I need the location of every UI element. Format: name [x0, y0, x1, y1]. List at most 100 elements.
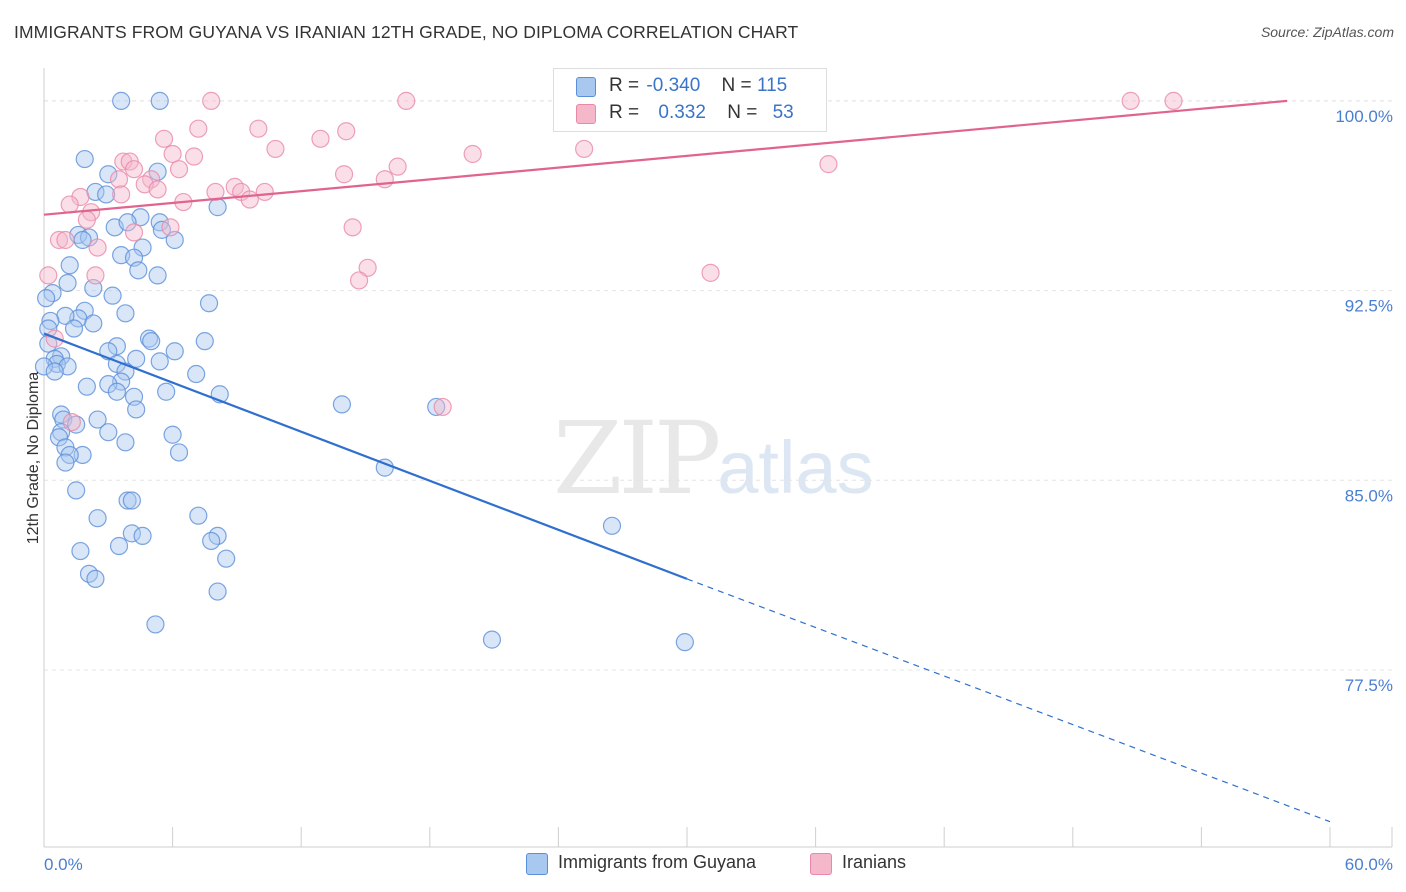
iranians-point	[249, 119, 268, 138]
guyana-point	[163, 425, 182, 444]
iranians-point	[397, 91, 416, 110]
guyana-point	[142, 332, 161, 351]
iranians-point	[112, 185, 131, 204]
guyana-point	[73, 230, 92, 250]
iranians-point	[575, 139, 594, 159]
guyana-point	[157, 382, 176, 401]
iranians-point	[148, 180, 167, 199]
chart-title: IMMIGRANTS FROM GUYANA VS IRANIAN 12TH G…	[14, 22, 799, 42]
guyana-point	[199, 294, 219, 313]
legend-r-label: R =	[609, 102, 640, 123]
guyana-point	[208, 582, 227, 601]
guyana-point	[112, 91, 131, 110]
guyana-point	[165, 342, 184, 361]
watermark-atlas: atlas	[717, 426, 874, 509]
legend-n-value: 115	[756, 75, 788, 96]
guyana-point	[88, 509, 107, 528]
guyana-point	[482, 630, 502, 649]
iranians-point	[1164, 91, 1183, 110]
guyana-point	[84, 314, 103, 333]
guyana-point	[60, 256, 79, 275]
iranians-point	[62, 412, 81, 432]
iranians-point	[334, 165, 354, 184]
watermark: ZIPatlas	[553, 400, 874, 517]
guyana-point	[133, 526, 152, 546]
guyana-point	[56, 453, 75, 472]
iranians-point	[56, 230, 75, 250]
y-tick-label: 92.5%	[1345, 297, 1393, 316]
guyana-point	[150, 352, 169, 371]
legend-swatch-guyana	[576, 77, 596, 97]
guyana-point	[103, 286, 122, 305]
iranians-point	[255, 182, 274, 202]
iranians-point	[463, 144, 482, 164]
guyana-point	[88, 410, 107, 429]
guyana-point	[73, 445, 92, 465]
iranians-point	[60, 195, 79, 214]
iranians-point	[343, 218, 362, 237]
guyana-trend-extension	[686, 578, 1331, 823]
legend-label-guyana: Immigrants from Guyana	[558, 852, 757, 872]
iranians-point	[88, 238, 107, 257]
y-tick-label: 100.0%	[1335, 107, 1393, 126]
guyana-point	[129, 261, 148, 280]
iranians-point	[169, 160, 189, 179]
legend-n-label: N =	[727, 102, 758, 123]
iranians-point	[433, 397, 452, 417]
guyana-point	[217, 549, 236, 568]
guyana-point	[118, 491, 137, 510]
guyana-point	[49, 428, 69, 447]
points-layer	[34, 91, 1183, 652]
legend-swatch-iranians	[576, 104, 596, 124]
guyana-point	[107, 337, 126, 356]
iranians-point	[202, 91, 221, 110]
x-tick-label: 60.0%	[1345, 855, 1393, 874]
iranians-point	[124, 160, 144, 179]
guyana-point	[64, 319, 84, 338]
guyana-point	[146, 615, 165, 634]
iranians-point	[189, 119, 208, 138]
guyana-point	[34, 357, 54, 376]
guyana-point	[86, 569, 105, 589]
iranians-point	[109, 170, 129, 189]
guyana-point	[75, 301, 94, 320]
guyana-point	[332, 395, 352, 414]
iranians-point	[358, 258, 377, 277]
y-tick-label: 77.5%	[1345, 676, 1393, 695]
guyana-point	[150, 91, 169, 110]
iranians-point	[39, 266, 58, 285]
guyana-point	[45, 362, 64, 381]
y-tick-label: 85.0%	[1345, 486, 1393, 505]
guyana-point	[107, 382, 126, 401]
guyana-point	[41, 311, 60, 331]
guyana-point	[127, 400, 146, 419]
guyana-point	[122, 524, 141, 543]
iranians-point	[77, 210, 96, 229]
guyana-point	[75, 149, 94, 169]
guyana-point	[58, 273, 77, 293]
iranians-point	[154, 129, 174, 148]
guyana-point	[39, 319, 58, 338]
iranians-point	[388, 157, 407, 176]
guyana-trend-line	[43, 332, 688, 580]
guyana-point	[77, 377, 96, 396]
guyana-point	[602, 516, 622, 535]
iranians-point	[124, 223, 144, 242]
series-legend: Immigrants from Guyana Iranians	[0, 852, 1406, 878]
iranians-trend-line	[43, 99, 1288, 216]
legend-r-label: R =	[609, 75, 640, 96]
guyana-point	[169, 443, 189, 462]
iranians-point	[266, 139, 285, 159]
legend-swatch-iranians	[810, 853, 832, 875]
legend-r-value: 0.332	[658, 102, 706, 123]
guyana-point	[202, 531, 221, 551]
guyana-point	[148, 162, 167, 181]
y-axis-label: 12th Grade, No Diploma	[25, 372, 42, 545]
iranians-point	[163, 144, 182, 164]
iranians-point	[819, 155, 838, 174]
iranians-point	[1121, 91, 1140, 110]
iranians-point	[240, 190, 259, 209]
guyana-point	[122, 491, 141, 510]
guyana-point	[127, 349, 146, 368]
